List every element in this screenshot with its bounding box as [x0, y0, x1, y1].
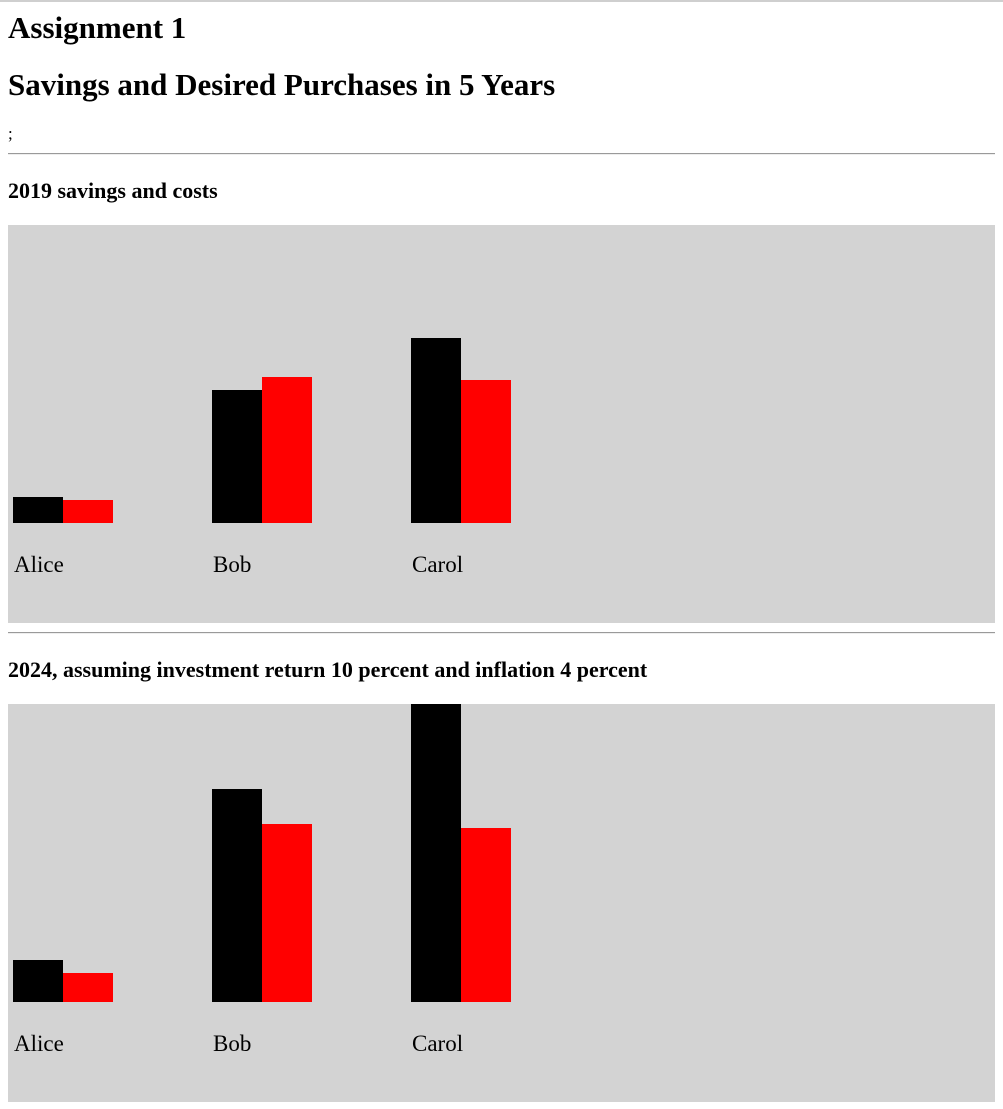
bar-bob-savings — [212, 390, 262, 523]
bar-alice-costs — [63, 500, 113, 523]
page-title: Assignment 1 — [8, 10, 187, 45]
category-label-bob: Bob — [213, 1031, 251, 1056]
stray-semicolon: ; — [8, 124, 13, 143]
top-border — [0, 0, 1003, 2]
bar-alice-costs — [63, 973, 113, 1002]
category-label-carol: Carol — [412, 1031, 463, 1056]
chart-2-title: 2024, assuming investment return 10 perc… — [8, 657, 648, 682]
bar-carol-savings — [411, 704, 461, 1002]
chart-2024-svg: Alice Bob Carol — [13, 704, 511, 1056]
bar-bob-savings — [212, 789, 262, 1002]
chart-1-title: 2019 savings and costs — [8, 178, 218, 203]
bar-bob-costs — [262, 377, 312, 523]
bar-carol-savings — [411, 338, 461, 523]
page-subtitle: Savings and Desired Purchases in 5 Years — [8, 67, 556, 102]
divider-1 — [8, 153, 995, 155]
category-label-bob: Bob — [213, 552, 251, 577]
chart-2019-svg: Alice Bob Carol — [13, 338, 511, 577]
chart-2024: Alice Bob Carol — [8, 704, 995, 1102]
bar-carol-costs — [461, 828, 511, 1002]
category-label-carol: Carol — [412, 552, 463, 577]
divider-2 — [8, 632, 995, 634]
chart-2019: Alice Bob Carol — [8, 225, 995, 623]
bar-alice-savings — [13, 497, 63, 523]
bar-alice-savings — [13, 960, 63, 1002]
bar-bob-costs — [262, 824, 312, 1002]
category-label-alice: Alice — [14, 1031, 64, 1056]
bar-carol-costs — [461, 380, 511, 523]
category-label-alice: Alice — [14, 552, 64, 577]
